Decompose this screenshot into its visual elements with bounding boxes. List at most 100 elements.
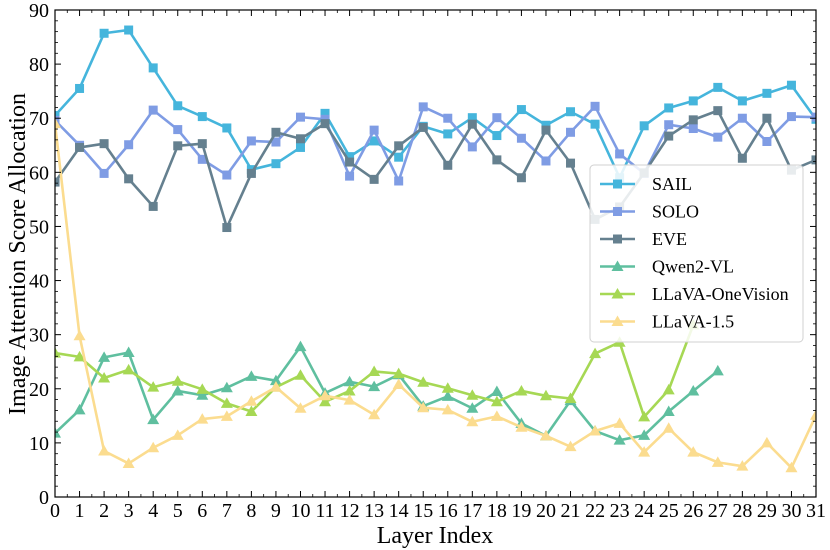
x-tick-label: 11 xyxy=(315,500,334,522)
data-point-solo xyxy=(467,142,477,152)
x-tick-label: 3 xyxy=(124,500,134,522)
x-tick-label: 18 xyxy=(487,500,507,522)
data-point-eve xyxy=(418,122,428,132)
y-tick-label: 50 xyxy=(29,216,49,238)
data-point-llava-1-5 xyxy=(417,401,430,413)
x-tick-label: 17 xyxy=(462,500,482,522)
data-point-qwen2-vl xyxy=(294,340,307,352)
data-point-llava-onevision xyxy=(466,389,479,400)
data-point-sail xyxy=(713,82,723,92)
data-point-llava-1-5 xyxy=(638,446,651,457)
y-axis-label: Image Attention Score Allocation xyxy=(5,93,31,415)
y-tick-label: 0 xyxy=(39,487,49,509)
x-tick-label: 9 xyxy=(271,500,281,522)
y-tick-label: 20 xyxy=(29,379,49,401)
data-point-sail xyxy=(492,131,502,141)
data-point-llava-1-5 xyxy=(441,403,454,415)
data-point-sail xyxy=(467,113,477,123)
series-line-qwen2-vl xyxy=(55,345,719,442)
data-point-eve xyxy=(664,131,674,141)
data-point-sail xyxy=(664,103,674,113)
data-point-llava-1-5 xyxy=(736,460,749,471)
data-point-qwen2-vl xyxy=(466,402,479,413)
data-point-solo xyxy=(124,140,134,150)
data-point-solo xyxy=(590,101,600,111)
data-point-qwen2-vl xyxy=(269,374,282,386)
data-point-llava-1-5 xyxy=(196,413,209,424)
data-point-llava-onevision xyxy=(515,384,528,396)
data-point-llava-1-5 xyxy=(98,445,111,456)
data-point-llava-onevision xyxy=(417,376,430,387)
series-llava-onevision xyxy=(55,318,700,422)
data-point-llava-onevision xyxy=(392,367,405,379)
data-point-sail xyxy=(737,96,747,106)
data-point-eve xyxy=(443,160,453,170)
data-point-eve xyxy=(197,139,207,149)
data-point-eve xyxy=(737,153,747,163)
data-point-sail xyxy=(590,119,600,129)
data-point-llava-1-5 xyxy=(294,402,307,413)
x-tick-label: 22 xyxy=(585,500,605,522)
data-point-llava-onevision xyxy=(122,363,135,375)
legend-marker-qwen2-vl xyxy=(611,260,624,271)
data-point-qwen2-vl xyxy=(147,413,160,425)
data-point-llava-onevision xyxy=(319,395,332,407)
data-point-sail xyxy=(786,80,796,90)
data-point-llava-onevision xyxy=(73,350,86,362)
data-point-eve xyxy=(246,168,256,178)
legend-marker-llava-onevision xyxy=(611,288,624,299)
data-point-eve xyxy=(394,141,404,151)
x-tick-label: 25 xyxy=(659,500,679,522)
data-point-solo xyxy=(197,154,207,164)
data-point-llava-onevision xyxy=(490,395,503,407)
data-point-qwen2-vl xyxy=(613,434,626,445)
x-tick-label: 4 xyxy=(148,500,158,522)
data-point-solo xyxy=(492,113,502,123)
data-point-sail xyxy=(75,83,85,93)
data-point-llava-onevision xyxy=(196,383,209,394)
data-point-llava-1-5 xyxy=(613,417,626,428)
x-tick-label: 0 xyxy=(50,500,60,522)
data-point-eve xyxy=(173,141,183,151)
data-point-llava-1-5 xyxy=(785,461,798,473)
data-point-sail xyxy=(369,136,379,146)
legend-box xyxy=(589,164,804,343)
data-point-eve xyxy=(148,201,158,211)
data-point-qwen2-vl xyxy=(490,385,503,396)
data-point-llava-onevision xyxy=(147,381,160,392)
legend: SAIL SOLO EVE Qwen2-VL LLaVA-OneVision LLaVA-… xyxy=(589,164,804,343)
data-point-llava-onevision xyxy=(55,347,61,358)
x-tick-label: 26 xyxy=(683,500,703,522)
data-point-llava-onevision xyxy=(539,389,552,401)
data-point-solo xyxy=(786,112,796,122)
data-point-solo xyxy=(541,156,551,166)
data-point-sail xyxy=(443,129,453,139)
data-point-sail xyxy=(345,152,355,162)
data-point-llava-1-5 xyxy=(245,395,258,406)
data-point-solo xyxy=(443,113,453,123)
data-point-llava-onevision xyxy=(343,384,356,396)
x-tick-label: 10 xyxy=(290,500,310,522)
data-point-llava-onevision xyxy=(589,347,602,359)
data-point-eve xyxy=(811,155,816,165)
data-point-solo xyxy=(418,102,428,112)
data-point-qwen2-vl xyxy=(171,384,184,396)
legend-label-sail: SAIL xyxy=(652,174,692,194)
data-point-sail xyxy=(516,105,526,115)
x-tick-label: 6 xyxy=(197,500,207,522)
data-point-solo xyxy=(566,127,576,137)
x-axis-label: Layer Index xyxy=(377,523,494,549)
data-point-sail xyxy=(124,25,134,35)
series-qwen2-vl xyxy=(55,340,724,445)
data-point-llava-1-5 xyxy=(392,378,405,389)
x-tick-label: 1 xyxy=(75,500,85,522)
data-point-qwen2-vl xyxy=(220,381,233,393)
series-layer xyxy=(55,25,816,473)
y-tick-label: 70 xyxy=(29,108,49,130)
data-point-qwen2-vl xyxy=(73,403,86,415)
x-tick-label: 15 xyxy=(413,500,433,522)
data-point-solo xyxy=(762,136,772,146)
legend-label-llava-onevision: LLaVA-OneVision xyxy=(652,284,789,304)
data-point-eve xyxy=(99,139,109,149)
